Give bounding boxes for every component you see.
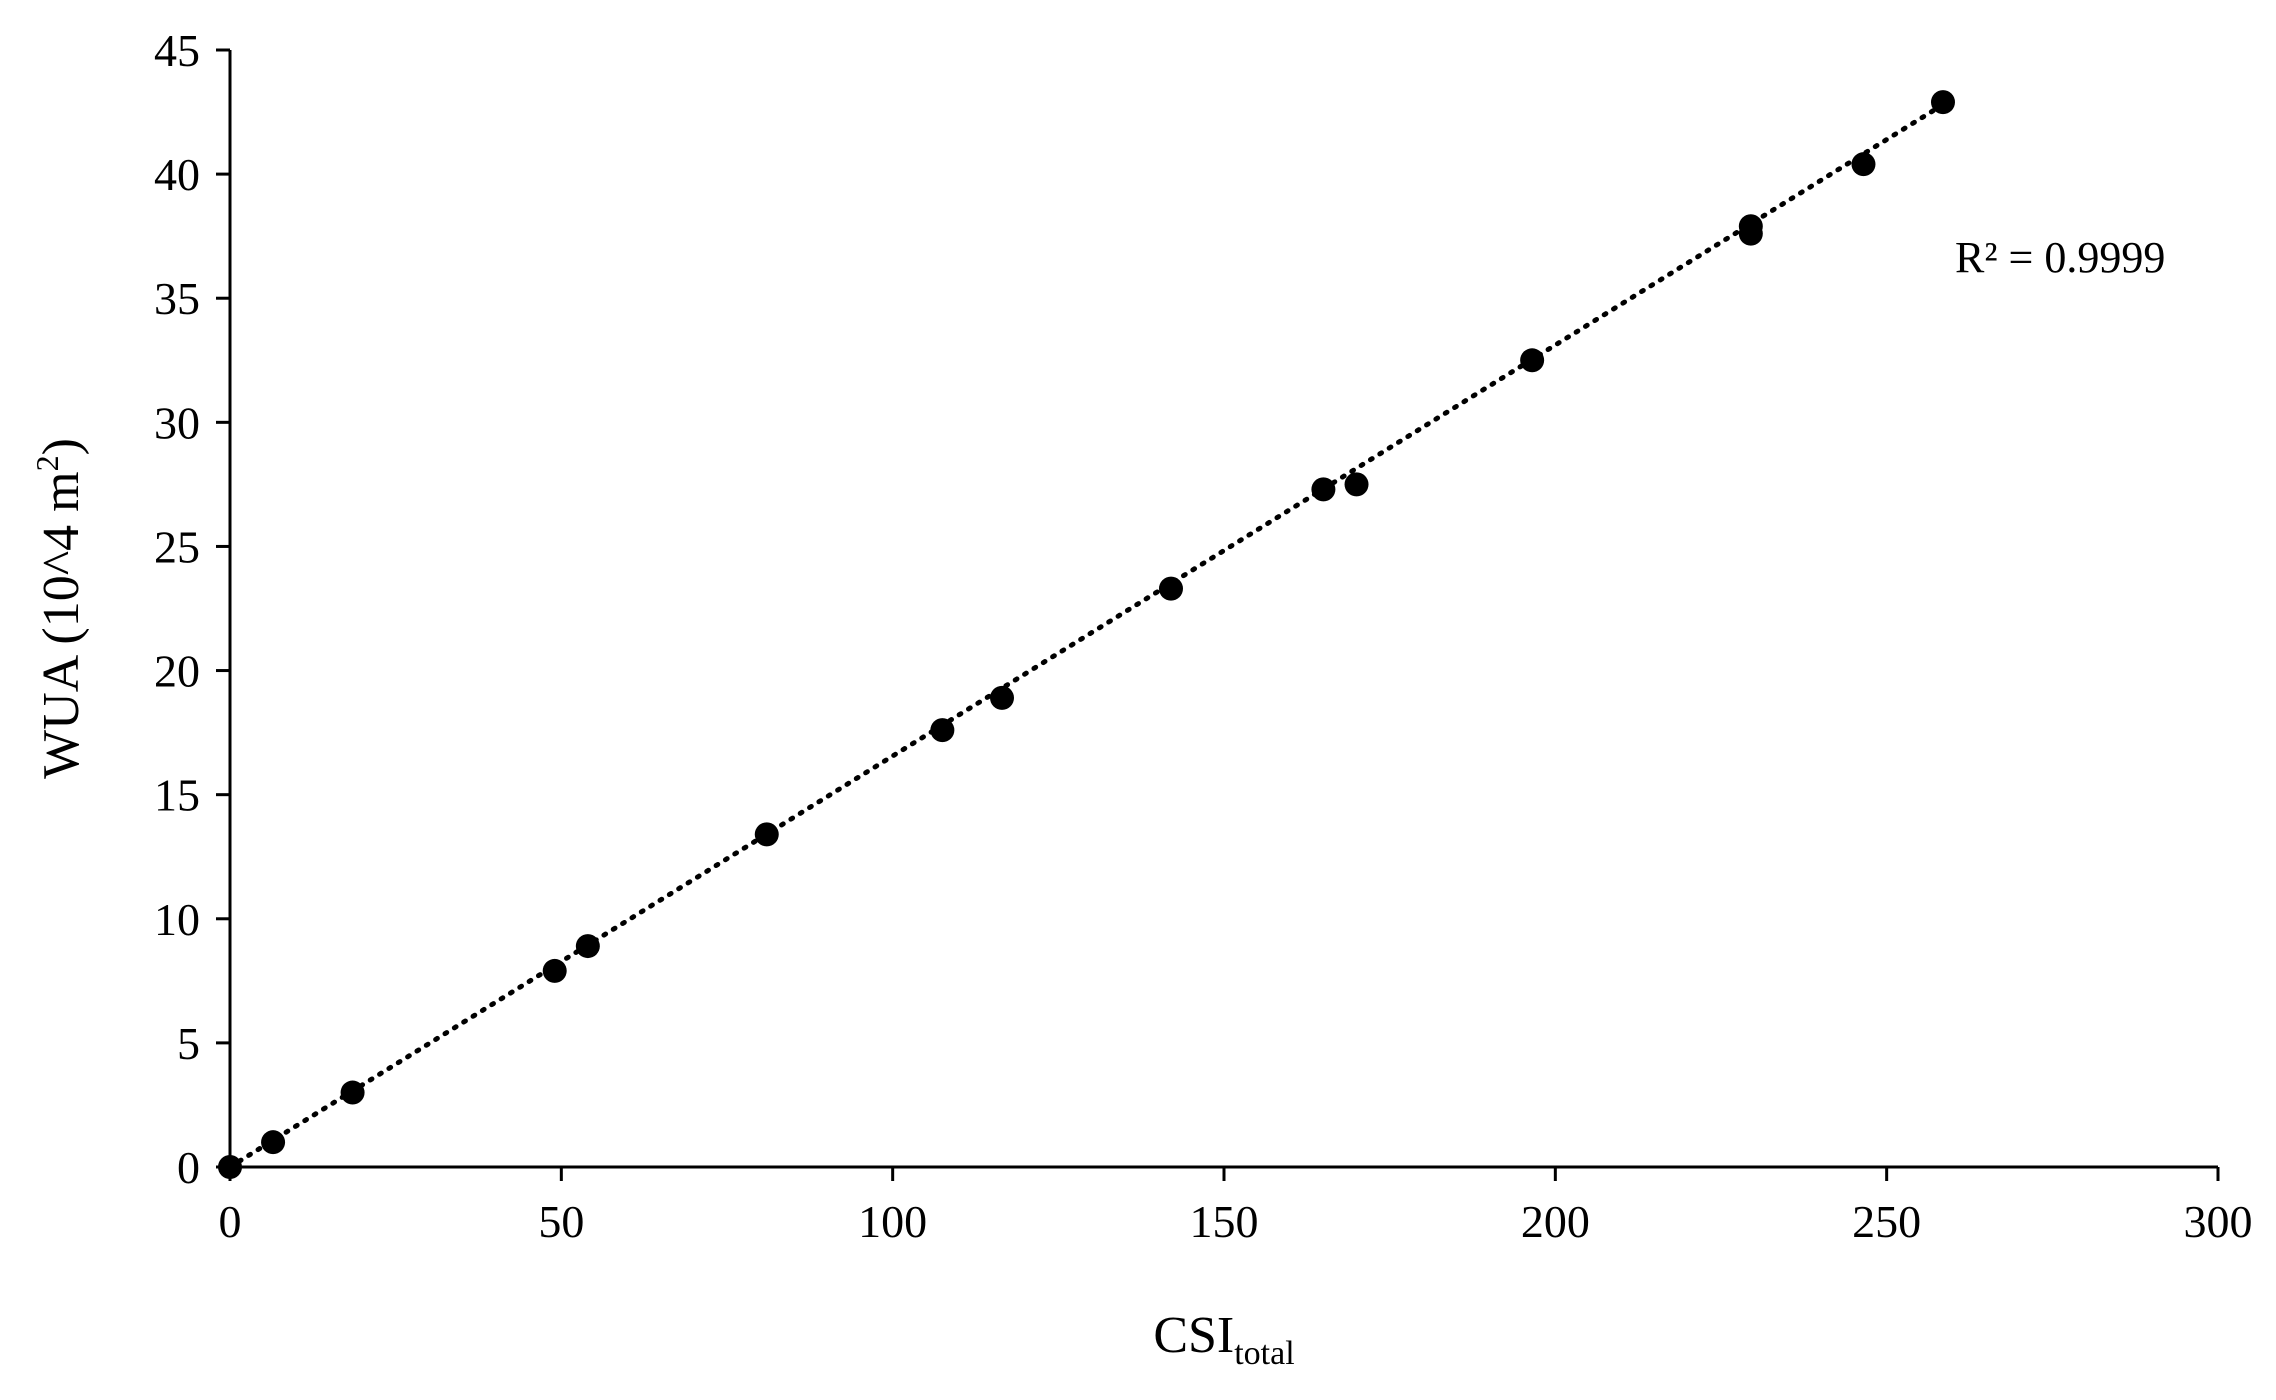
y-tick-label: 45 [154,25,200,76]
y-axis-title-superscript: 2 [29,455,65,471]
data-points [218,90,1955,1179]
x-axis-title-subscript: total [1234,1335,1294,1372]
x-tick-label: 250 [1852,1196,1921,1247]
data-point [1520,348,1545,373]
axes [228,50,2218,1169]
x-tick-label: 50 [538,1196,584,1247]
y-tick-label: 15 [154,770,200,821]
data-point [261,1130,286,1155]
x-tick-label: 150 [1190,1196,1259,1247]
x-tick-label: 100 [858,1196,927,1247]
x-axis-ticks: 0 50 100 150 200 250 300 [219,1167,2253,1247]
y-tick-label: 25 [154,521,200,572]
data-point [754,822,779,847]
data-point [930,718,955,743]
x-tick-label: 0 [219,1196,242,1247]
y-tick-label: 35 [154,273,200,324]
data-point [1158,576,1183,601]
x-axis-title: CSItotal [1153,1307,1294,1372]
y-axis-title: WUA (10^4 m2) [29,438,90,779]
data-point [1344,472,1369,497]
data-point [542,958,567,983]
data-point [1738,214,1763,239]
data-point [1930,90,1955,115]
r-squared-annotation: R² = 0.9999 [1955,233,2165,282]
y-axis-title-main: WUA (10^4 m [33,471,90,778]
y-tick-label: 10 [154,894,200,945]
y-tick-label: 20 [154,646,200,697]
y-tick-label: 0 [177,1142,200,1193]
y-axis-title-end: ) [33,438,90,455]
x-axis-title-main: CSI [1153,1307,1234,1364]
trendline [227,102,1946,1170]
y-tick-label: 40 [154,149,200,200]
data-point [1851,152,1876,177]
x-tick-label: 300 [2184,1196,2253,1247]
x-tick-label: 200 [1521,1196,1590,1247]
data-point [218,1155,242,1179]
y-axis-ticks: 0 5 10 15 20 25 30 35 40 45 [154,25,230,1193]
data-point [1311,477,1336,502]
data-point [575,934,600,959]
y-tick-label: 30 [154,397,200,448]
data-point [340,1080,365,1105]
data-point [990,685,1015,710]
trendline-path [227,102,1946,1170]
y-tick-label: 5 [177,1018,200,1069]
